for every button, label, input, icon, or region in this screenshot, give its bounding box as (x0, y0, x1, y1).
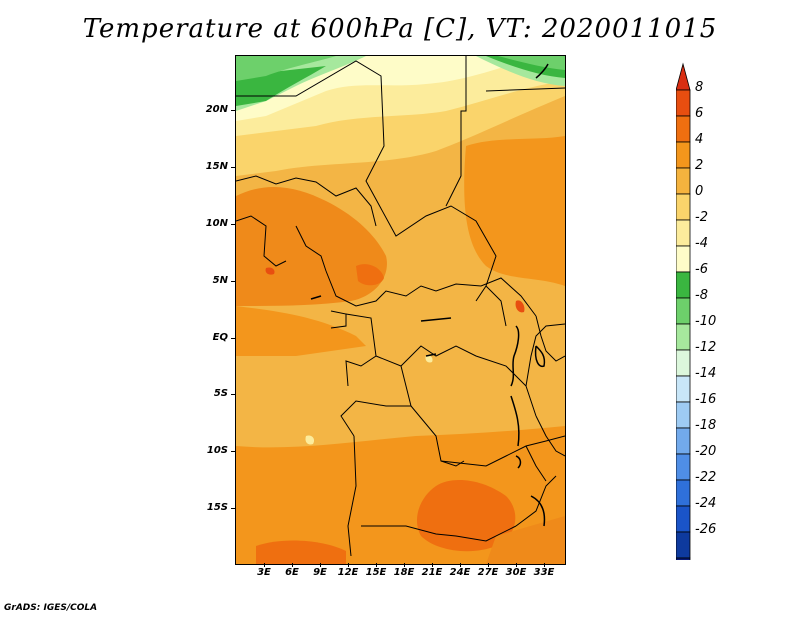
lat-tick (231, 224, 235, 225)
lon-label: 18E (393, 567, 415, 578)
colorbar-swatch (676, 557, 691, 560)
lon-tick (544, 563, 545, 567)
lat-tick (231, 167, 235, 168)
lat-label: 5N (212, 275, 228, 286)
lon-tick (432, 563, 433, 567)
colorbar-swatch (676, 271, 691, 299)
lon-label: 24E (449, 567, 471, 578)
lon-tick (404, 563, 405, 567)
map-title: Temperature at 600hPa [C], VT: 202001101… (82, 14, 718, 44)
colorbar-swatch (676, 531, 691, 559)
lon-tick (376, 563, 377, 567)
lon-label: 15E (365, 567, 387, 578)
colorbar-swatch (676, 62, 691, 91)
lat-label: 10N (205, 218, 228, 229)
lat-tick (231, 110, 235, 111)
lon-tick (264, 563, 265, 567)
lat-tick (231, 508, 235, 509)
colorbar-swatch (676, 427, 691, 455)
colorbar-swatch (676, 323, 691, 351)
map-panel (235, 55, 566, 565)
credit-text: GrADS: IGES/COLA (4, 603, 98, 613)
colorbar-label: -22 (695, 470, 717, 485)
colorbar-label: 2 (695, 158, 704, 173)
colorbar-swatch (676, 219, 691, 247)
colorbar-swatch (676, 193, 691, 221)
lat-tick (231, 451, 235, 452)
lon-tick (488, 563, 489, 567)
lat-label: 15N (205, 161, 228, 172)
colorbar-label: -4 (695, 236, 708, 251)
colorbar-label: -12 (695, 340, 717, 355)
colorbar-label: -18 (695, 418, 717, 433)
lat-label: 10S (206, 445, 228, 456)
colorbar-swatch (676, 505, 691, 533)
lat-label: 5S (213, 388, 228, 399)
lon-label: 30E (505, 567, 527, 578)
lat-label: EQ (212, 332, 228, 343)
lon-tick (348, 563, 349, 567)
colorbar-label: -8 (695, 288, 708, 303)
colorbar (676, 62, 691, 560)
lat-tick (231, 281, 235, 282)
colorbar-swatch (676, 401, 691, 429)
lon-label: 21E (421, 567, 443, 578)
colorbar-label: -16 (695, 392, 717, 407)
colorbar-label: -10 (695, 314, 717, 329)
lon-label: 3E (257, 567, 271, 578)
colorbar-label: 8 (695, 80, 704, 95)
temperature-field (236, 56, 565, 564)
lon-label: 33E (533, 567, 555, 578)
colorbar-swatch (676, 89, 691, 117)
lon-tick (320, 563, 321, 567)
colorbar-label: -14 (695, 366, 717, 381)
colorbar-swatch (676, 167, 691, 195)
colorbar-swatch (676, 297, 691, 325)
lat-label: 20N (205, 104, 228, 115)
colorbar-label: 0 (695, 184, 704, 199)
lon-label: 9E (313, 567, 327, 578)
colorbar-label: -20 (695, 444, 717, 459)
colorbar-swatch (676, 349, 691, 377)
colorbar-label: 4 (695, 132, 704, 147)
lon-label: 27E (477, 567, 499, 578)
colorbar-label: -24 (695, 496, 717, 511)
lon-tick (460, 563, 461, 567)
colorbar-swatch (676, 141, 691, 169)
colorbar-label: -2 (695, 210, 708, 225)
colorbar-label: -26 (695, 522, 717, 537)
lon-label: 12E (337, 567, 359, 578)
colorbar-label: 6 (695, 106, 704, 121)
colorbar-swatch (676, 479, 691, 507)
lat-tick (231, 338, 235, 339)
lat-label: 15S (206, 502, 228, 513)
colorbar-label: -6 (695, 262, 708, 277)
colorbar-swatch (676, 453, 691, 481)
lon-label: 6E (285, 567, 299, 578)
colorbar-swatch (676, 375, 691, 403)
lon-tick (292, 563, 293, 567)
lat-tick (231, 394, 235, 395)
colorbar-swatch (676, 115, 691, 143)
colorbar-swatch (676, 245, 691, 273)
lon-tick (516, 563, 517, 567)
